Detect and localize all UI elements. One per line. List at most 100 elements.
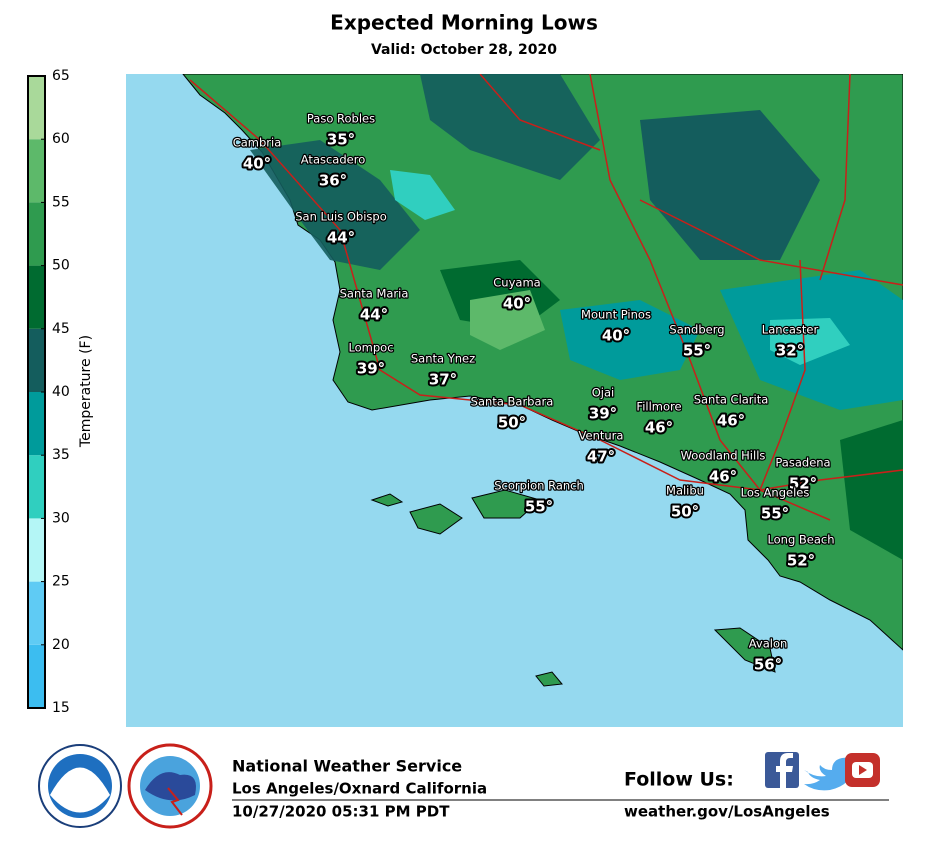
- colorbar-band: [28, 518, 45, 582]
- terrain-zone: [470, 290, 545, 350]
- colorbar-tick-label: 65: [52, 68, 70, 84]
- city-name: Sandberg: [669, 323, 724, 337]
- city-temperature: 40°: [243, 155, 271, 173]
- colorbar-tick-label: 40: [52, 384, 70, 400]
- title: Expected Morning Lows: [330, 11, 598, 35]
- subtitle: Valid: October 28, 2020: [371, 42, 557, 58]
- city-name: Atascadero: [301, 153, 365, 167]
- highway: [479, 74, 601, 151]
- terrain-zone: [250, 140, 420, 270]
- colorbar-band: [28, 328, 45, 392]
- terrain-zone: [840, 420, 903, 560]
- city-name: Avalon: [749, 637, 788, 651]
- colorbar-tick-label: 60: [52, 131, 70, 147]
- island: [535, 671, 563, 687]
- colorbar-tick-label: 45: [52, 321, 70, 337]
- colorbar-label: Temperature (F): [78, 335, 94, 448]
- highway: [639, 199, 903, 286]
- colorbar-band: [28, 644, 45, 708]
- city-temperature: 37°: [429, 371, 457, 389]
- colorbar-band: [28, 581, 45, 645]
- city-name: Long Beach: [767, 533, 834, 547]
- city-name: Ventura: [579, 429, 624, 443]
- terrain-zone: [560, 300, 700, 380]
- city-name: San Luis Obispo: [295, 210, 387, 224]
- highways: [189, 74, 903, 521]
- city-temperature: 55°: [525, 498, 553, 516]
- org-name: National Weather Service: [232, 757, 462, 776]
- city-temperature: 44°: [327, 229, 355, 247]
- nws-logo: [127, 743, 213, 829]
- city-name: Santa Ynez: [411, 352, 475, 366]
- city-name: Lompoc: [348, 341, 393, 355]
- highway: [759, 259, 806, 491]
- city-name: Malibu: [666, 484, 704, 498]
- city-name: Santa Barbara: [471, 395, 554, 409]
- city-temperature: 47°: [587, 448, 615, 466]
- facebook-glyph: [776, 753, 793, 788]
- logo-cloud: [145, 772, 196, 801]
- colorbar-band: [28, 392, 45, 456]
- city-temperature: 39°: [357, 360, 385, 378]
- city-temperature: 55°: [683, 342, 711, 360]
- office-name: Los Angeles/Oxnard California: [232, 780, 487, 798]
- city-temperature: 40°: [503, 295, 531, 313]
- logo-bolt: [167, 787, 183, 816]
- colorbar-tick-label: 30: [52, 510, 70, 526]
- island: [471, 489, 542, 519]
- youtube-play: [859, 765, 867, 775]
- colorbar-tick-label: 50: [52, 258, 70, 274]
- islands: [370, 489, 776, 687]
- city-temperature: 50°: [498, 414, 526, 432]
- terrain-zone: [390, 170, 455, 220]
- city-name: Ojai: [592, 386, 615, 400]
- city-temperature: 35°: [327, 131, 355, 149]
- city-temperature: 40°: [602, 327, 630, 345]
- timestamp: 10/27/2020 05:31 PM PDT: [232, 803, 450, 821]
- colorbar-band: [28, 455, 45, 519]
- city-name: Santa Maria: [340, 287, 409, 301]
- highway: [759, 469, 903, 491]
- colorbar-tick-label: 15: [52, 700, 70, 716]
- city-temperature: 52°: [787, 552, 815, 570]
- footer: National Weather Service Los Angeles/Oxn…: [38, 743, 889, 829]
- colorbar-tick-label: 20: [52, 637, 70, 653]
- highway: [189, 79, 831, 521]
- city-name: Santa Clarita: [694, 393, 769, 407]
- island: [713, 627, 776, 673]
- island: [370, 493, 404, 507]
- city-temperature: 56°: [754, 656, 782, 674]
- follow-label: Follow Us:: [624, 769, 734, 791]
- colorbar-tick-label: 35: [52, 447, 70, 463]
- twitter-icon[interactable]: [804, 757, 857, 791]
- colorbar: Temperature (F) 15 20 25 30 35 40 45 50 55 60 65: [27, 68, 94, 716]
- colorbar-band: [28, 76, 45, 140]
- colorbar-tick-label: 25: [52, 574, 70, 590]
- terrain-zone: [420, 74, 600, 180]
- map: Paso Robles 35° Cambria 40° Atascadero 36° San…: [126, 74, 903, 727]
- city-labels: Paso Robles 35° Cambria 40° Atascadero 36° San…: [231, 110, 835, 675]
- city-name: Scorpion Ranch: [494, 479, 584, 493]
- city-temperature: 39°: [589, 405, 617, 423]
- city-name: Lancaster: [762, 323, 819, 337]
- colorbar-band: [28, 265, 45, 329]
- city-name: Cambria: [233, 136, 282, 150]
- city-temperature: 44°: [360, 306, 388, 324]
- city-name: Cuyama: [493, 276, 540, 290]
- website: weather.gov/LosAngeles: [624, 803, 830, 821]
- city-temperature: 46°: [645, 419, 673, 437]
- city-temperature: 52°: [789, 475, 817, 493]
- island: [409, 503, 463, 535]
- terrain-zone: [770, 318, 850, 365]
- city-name: Woodland Hills: [681, 449, 766, 463]
- city-temperature: 46°: [717, 412, 745, 430]
- highway: [589, 74, 761, 491]
- logo-gull: [50, 767, 110, 813]
- noaa-logo: [38, 744, 122, 828]
- city-temperature: 50°: [671, 503, 699, 521]
- city-temperature: 55°: [761, 505, 789, 523]
- highway: [819, 74, 851, 281]
- city-temperature: 32°: [776, 342, 804, 360]
- city-name: Mount Pinos: [581, 308, 651, 322]
